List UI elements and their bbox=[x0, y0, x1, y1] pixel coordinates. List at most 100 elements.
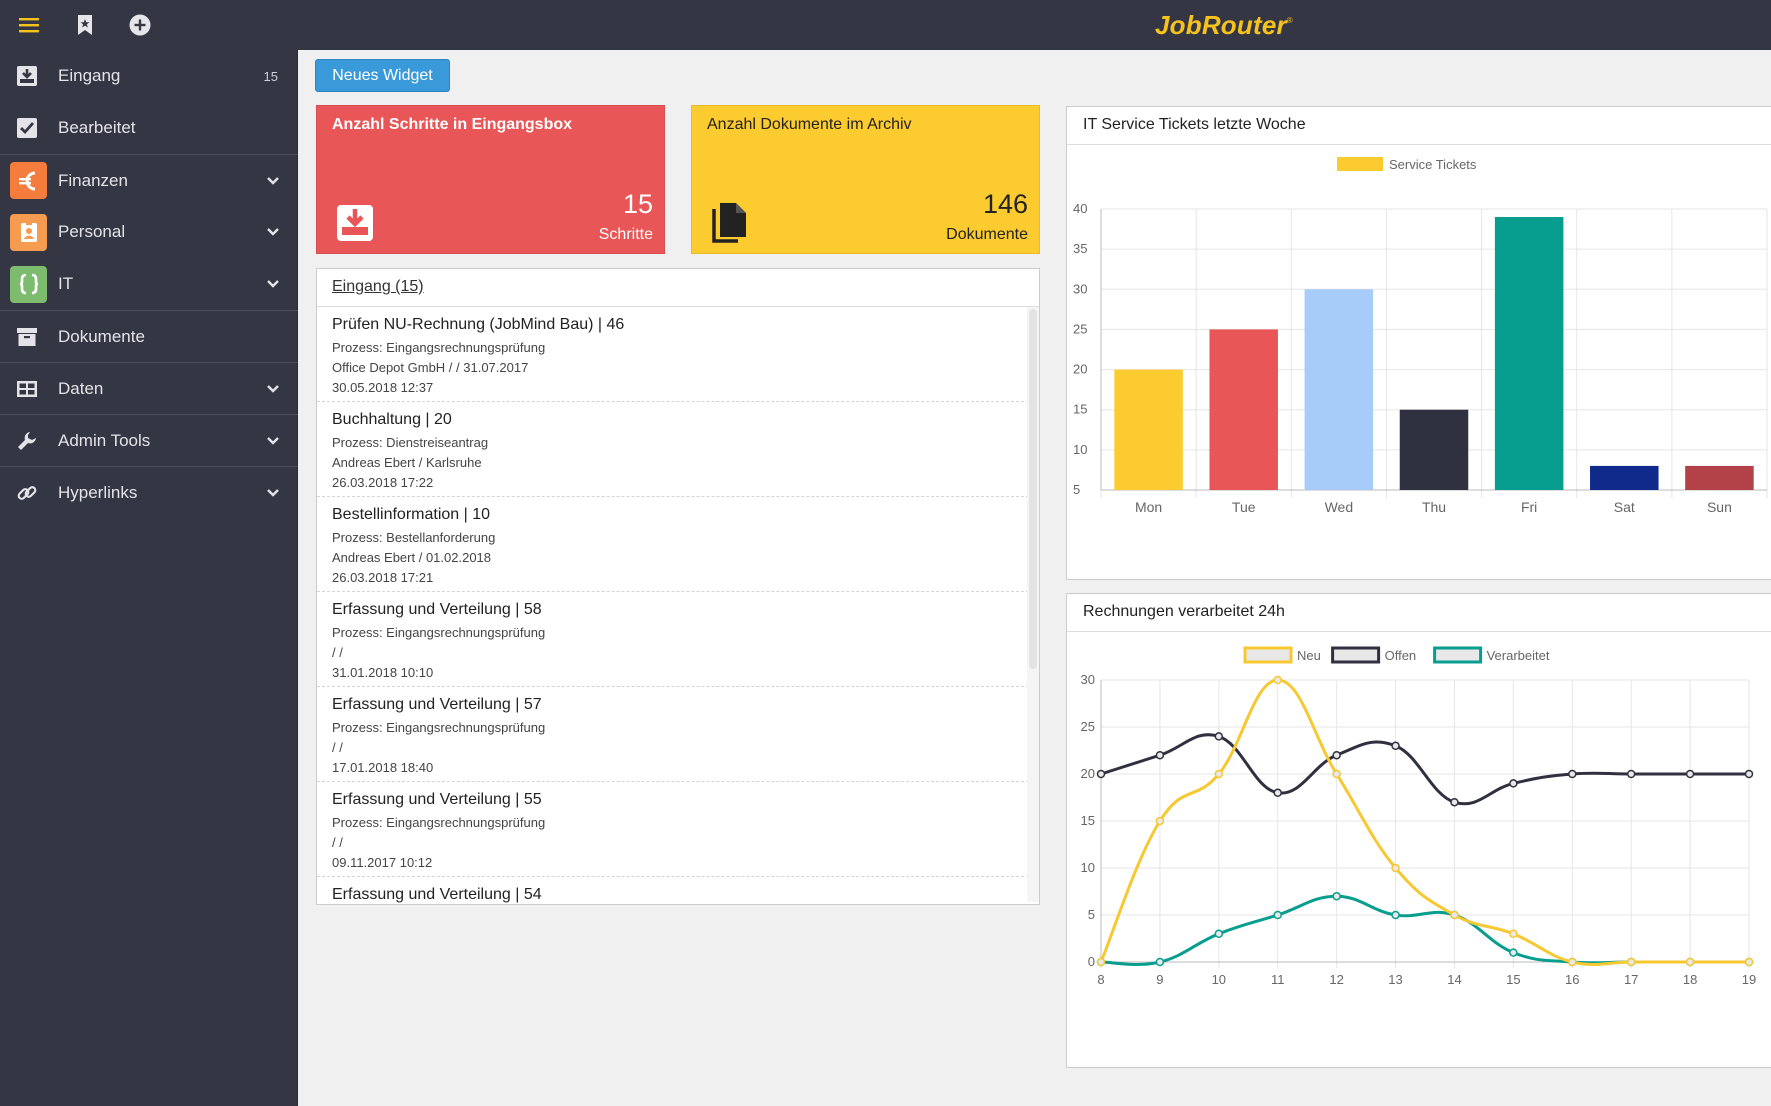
sidebar-item-label: Finanzen bbox=[58, 170, 128, 190]
data-point bbox=[1450, 797, 1459, 807]
list-item[interactable]: Buchhaltung | 20 Prozess: Dienstreiseant… bbox=[317, 402, 1039, 497]
series-line-neu bbox=[1099, 678, 1749, 966]
euro-icon bbox=[10, 162, 47, 199]
hamburger-icon[interactable] bbox=[17, 13, 41, 37]
data-point bbox=[1450, 910, 1459, 920]
list-item[interactable]: Erfassung und Verteilung | 57 Prozess: E… bbox=[317, 687, 1039, 782]
list-item[interactable]: Bestellinformation | 10 Prozess: Bestell… bbox=[317, 497, 1039, 592]
list-item[interactable]: Prüfen NU-Rechnung (JobMind Bau) | 46 Pr… bbox=[317, 307, 1039, 402]
sidebar-item-finanzen[interactable]: Finanzen bbox=[0, 154, 298, 206]
sidebar: Eingang 15 Bearbeitet Finanzen Personal … bbox=[0, 50, 298, 1106]
brand-logo: JobRouter® bbox=[1155, 10, 1293, 40]
documents-icon bbox=[712, 203, 746, 243]
y-tick-label: 10 bbox=[1073, 442, 1087, 457]
inbox-download-icon bbox=[14, 63, 40, 89]
list-item[interactable]: Erfassung und Verteilung | 55 Prozess: E… bbox=[317, 782, 1039, 877]
sidebar-item-dokumente[interactable]: Dokumente bbox=[0, 310, 298, 362]
archive-box-icon bbox=[14, 324, 40, 350]
data-point bbox=[1155, 957, 1165, 967]
y-tick-label: 0 bbox=[1088, 954, 1095, 969]
sidebar-item-bearbeitet[interactable]: Bearbeitet bbox=[0, 102, 298, 154]
new-widget-button[interactable]: Neues Widget bbox=[315, 59, 450, 92]
data-point bbox=[1391, 741, 1400, 751]
entry-detail: Andreas Ebert / Karlsruhe bbox=[332, 455, 482, 470]
tile-value: 15 bbox=[622, 189, 653, 219]
sidebar-item-hyperlinks[interactable]: Hyperlinks bbox=[0, 466, 298, 518]
data-point bbox=[1096, 769, 1106, 779]
data-point bbox=[1155, 816, 1165, 826]
data-point bbox=[1626, 957, 1636, 967]
data-point bbox=[1509, 948, 1518, 957]
entry-process: Prozess: Eingangsrechnungsprüfung bbox=[332, 815, 546, 830]
bar-tue bbox=[1209, 329, 1278, 490]
legend-label: Service Tickets bbox=[1389, 157, 1477, 172]
data-point bbox=[1509, 929, 1518, 939]
y-tick-label: 10 bbox=[1081, 860, 1095, 875]
x-tick-label: Wed bbox=[1325, 499, 1354, 515]
y-tick-label: 15 bbox=[1073, 402, 1087, 417]
x-tick-label: 15 bbox=[1506, 972, 1520, 987]
entry-date: 17.01.2018 18:40 bbox=[332, 760, 434, 775]
sidebar-item-personal[interactable]: Personal bbox=[0, 206, 298, 258]
sidebar-item-label: Hyperlinks bbox=[58, 482, 138, 502]
sidebar-item-eingang[interactable]: Eingang 15 bbox=[0, 50, 298, 102]
tickets-bar-chart: Service Tickets 5 10 15 20 25 30 35 40 Mon Tue Wed T… bbox=[1073, 157, 1768, 515]
chevron-down-icon bbox=[267, 228, 279, 236]
chevron-down-icon bbox=[267, 436, 279, 445]
y-tick-label: 5 bbox=[1088, 907, 1095, 922]
tile-documents-archive[interactable]: Anzahl Dokumente im Archiv 146 Dokumente bbox=[691, 105, 1040, 254]
legend-label: Verarbeitet bbox=[1487, 648, 1550, 663]
chevron-down-icon bbox=[267, 280, 279, 288]
x-tick-label: Tue bbox=[1232, 499, 1256, 515]
data-point bbox=[1273, 675, 1282, 685]
tile-title: Anzahl Schritte in Eingangsbox bbox=[332, 116, 573, 133]
entry-process: Prozess: Dienstreiseantrag bbox=[332, 435, 489, 450]
bookmark-icon[interactable] bbox=[73, 13, 97, 37]
legend-swatch bbox=[1243, 646, 1293, 664]
table-icon bbox=[14, 376, 40, 402]
sidebar-item-admin-tools[interactable]: Admin Tools bbox=[0, 414, 298, 466]
x-tick-label: 14 bbox=[1447, 972, 1461, 987]
y-tick-label: 40 bbox=[1073, 201, 1087, 216]
y-tick-label: 25 bbox=[1073, 321, 1087, 336]
inbox-scrollbar[interactable] bbox=[1027, 307, 1039, 902]
y-tick-label: 25 bbox=[1081, 719, 1095, 734]
inbox-title-link[interactable]: Eingang (15) bbox=[332, 278, 424, 295]
data-point bbox=[1685, 957, 1695, 967]
legend-swatch bbox=[1337, 157, 1383, 171]
data-point bbox=[1391, 910, 1400, 920]
add-circle-icon[interactable] bbox=[128, 13, 152, 37]
data-point bbox=[1744, 769, 1754, 779]
list-item[interactable]: Erfassung und Verteilung | 54 bbox=[317, 877, 1039, 904]
tile-steps-inbox[interactable]: Anzahl Schritte in Eingangsbox 15 Schrit… bbox=[316, 105, 665, 254]
y-tick-label: 20 bbox=[1073, 362, 1087, 377]
tile-title: Anzahl Dokumente im Archiv bbox=[707, 116, 912, 133]
sidebar-item-daten[interactable]: Daten bbox=[0, 362, 298, 414]
x-tick-label: Sat bbox=[1614, 499, 1635, 515]
entry-process: Prozess: Bestellanforderung bbox=[332, 530, 496, 545]
invoices-line-chart: Neu Offen Verarbeitet 0 5 10 15 20 25 30 8 9 10 11 12 1… bbox=[1081, 646, 1756, 987]
data-point bbox=[1509, 779, 1518, 788]
entry-detail: Office Depot GmbH / / 31.07.2017 bbox=[332, 360, 529, 375]
x-tick-label: 12 bbox=[1329, 972, 1343, 987]
entry-detail: / / bbox=[332, 835, 343, 850]
chevron-down-icon bbox=[267, 384, 279, 393]
entry-detail: Andreas Ebert / 01.02.2018 bbox=[332, 550, 492, 565]
sidebar-item-it[interactable]: IT bbox=[0, 258, 298, 310]
x-tick-label: 19 bbox=[1742, 972, 1756, 987]
braces-icon bbox=[10, 265, 47, 303]
wrench-icon bbox=[14, 428, 40, 454]
scrollbar-thumb[interactable] bbox=[1029, 309, 1037, 669]
x-tick-label: 10 bbox=[1212, 972, 1226, 987]
list-item[interactable]: Erfassung und Verteilung | 58 Prozess: E… bbox=[317, 592, 1039, 687]
sidebar-item-label: Bearbeitet bbox=[58, 118, 136, 137]
entry-title: Buchhaltung | 20 bbox=[332, 411, 452, 428]
tickets-chart-panel: IT Service Tickets letzte Woche Service … bbox=[1066, 106, 1771, 580]
legend-swatch bbox=[1331, 646, 1381, 664]
entry-title: Erfassung und Verteilung | 55 bbox=[332, 791, 542, 808]
x-tick-label: Sun bbox=[1707, 499, 1732, 515]
entry-date: 26.03.2018 17:22 bbox=[332, 475, 434, 490]
entry-title: Erfassung und Verteilung | 57 bbox=[332, 696, 542, 713]
invoices-chart-panel: Rechnungen verarbeitet 24h Neu Offen Verar… bbox=[1066, 593, 1771, 1068]
bar-mon bbox=[1114, 369, 1183, 490]
